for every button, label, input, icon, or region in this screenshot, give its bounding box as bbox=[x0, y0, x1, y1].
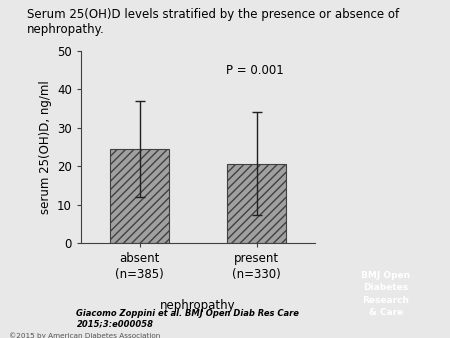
Text: nephropathy: nephropathy bbox=[160, 299, 236, 312]
Text: Serum 25(OH)D levels stratified by the presence or absence of nephropathy.: Serum 25(OH)D levels stratified by the p… bbox=[27, 8, 399, 37]
Text: ©2015 by American Diabetes Association: ©2015 by American Diabetes Association bbox=[9, 332, 160, 338]
Y-axis label: serum 25(OH)D, ng/ml: serum 25(OH)D, ng/ml bbox=[39, 80, 52, 214]
Text: BMJ Open
Diabetes
Research
& Care: BMJ Open Diabetes Research & Care bbox=[361, 271, 410, 317]
Bar bbox=[110, 149, 169, 243]
Text: 2015;3:e000058: 2015;3:e000058 bbox=[76, 319, 153, 329]
Text: P = 0.001: P = 0.001 bbox=[226, 64, 284, 77]
Bar bbox=[227, 164, 286, 243]
Text: Giacomo Zoppini et al. BMJ Open Diab Res Care: Giacomo Zoppini et al. BMJ Open Diab Res… bbox=[76, 309, 299, 318]
